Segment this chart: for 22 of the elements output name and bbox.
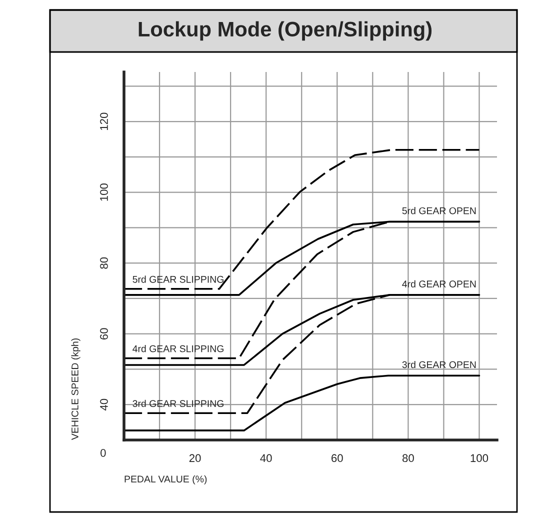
x-tick-label: 100 (470, 454, 488, 462)
line-series (124, 148, 480, 290)
series-label: 4rd GEAR SLIPPING (132, 345, 224, 352)
x-tick-label: 20 (189, 454, 201, 462)
y-tick-label: 40 (100, 398, 108, 411)
series-label: 3rd GEAR OPEN (402, 360, 476, 368)
y-tick-label: 80 (100, 257, 108, 269)
x-axis-title: PEDAL VALUE (%) (124, 475, 207, 484)
series-label: 3rd GEAR SLIPPING (132, 400, 224, 408)
y-axis-title: VEHICLE SPEED (kph) (71, 338, 80, 440)
y-tick-label: 60 (100, 328, 108, 340)
y-tick-label: 100 (100, 183, 108, 201)
series-label: 5rd GEAR SLIPPING (132, 276, 224, 283)
text: 0 (100, 449, 106, 457)
chart-title: Lockup Mode (Open/Slipping) (138, 21, 432, 41)
series-label: 4rd GEAR OPEN (402, 280, 476, 288)
line-series (124, 374, 480, 432)
series-label: 5rd GEAR OPEN (402, 207, 476, 214)
x-tick-label: 40 (260, 454, 272, 462)
y-tick-label: 120 (100, 112, 108, 130)
x-tick-label: 80 (402, 454, 414, 462)
x-tick-label: 60 (332, 454, 343, 462)
